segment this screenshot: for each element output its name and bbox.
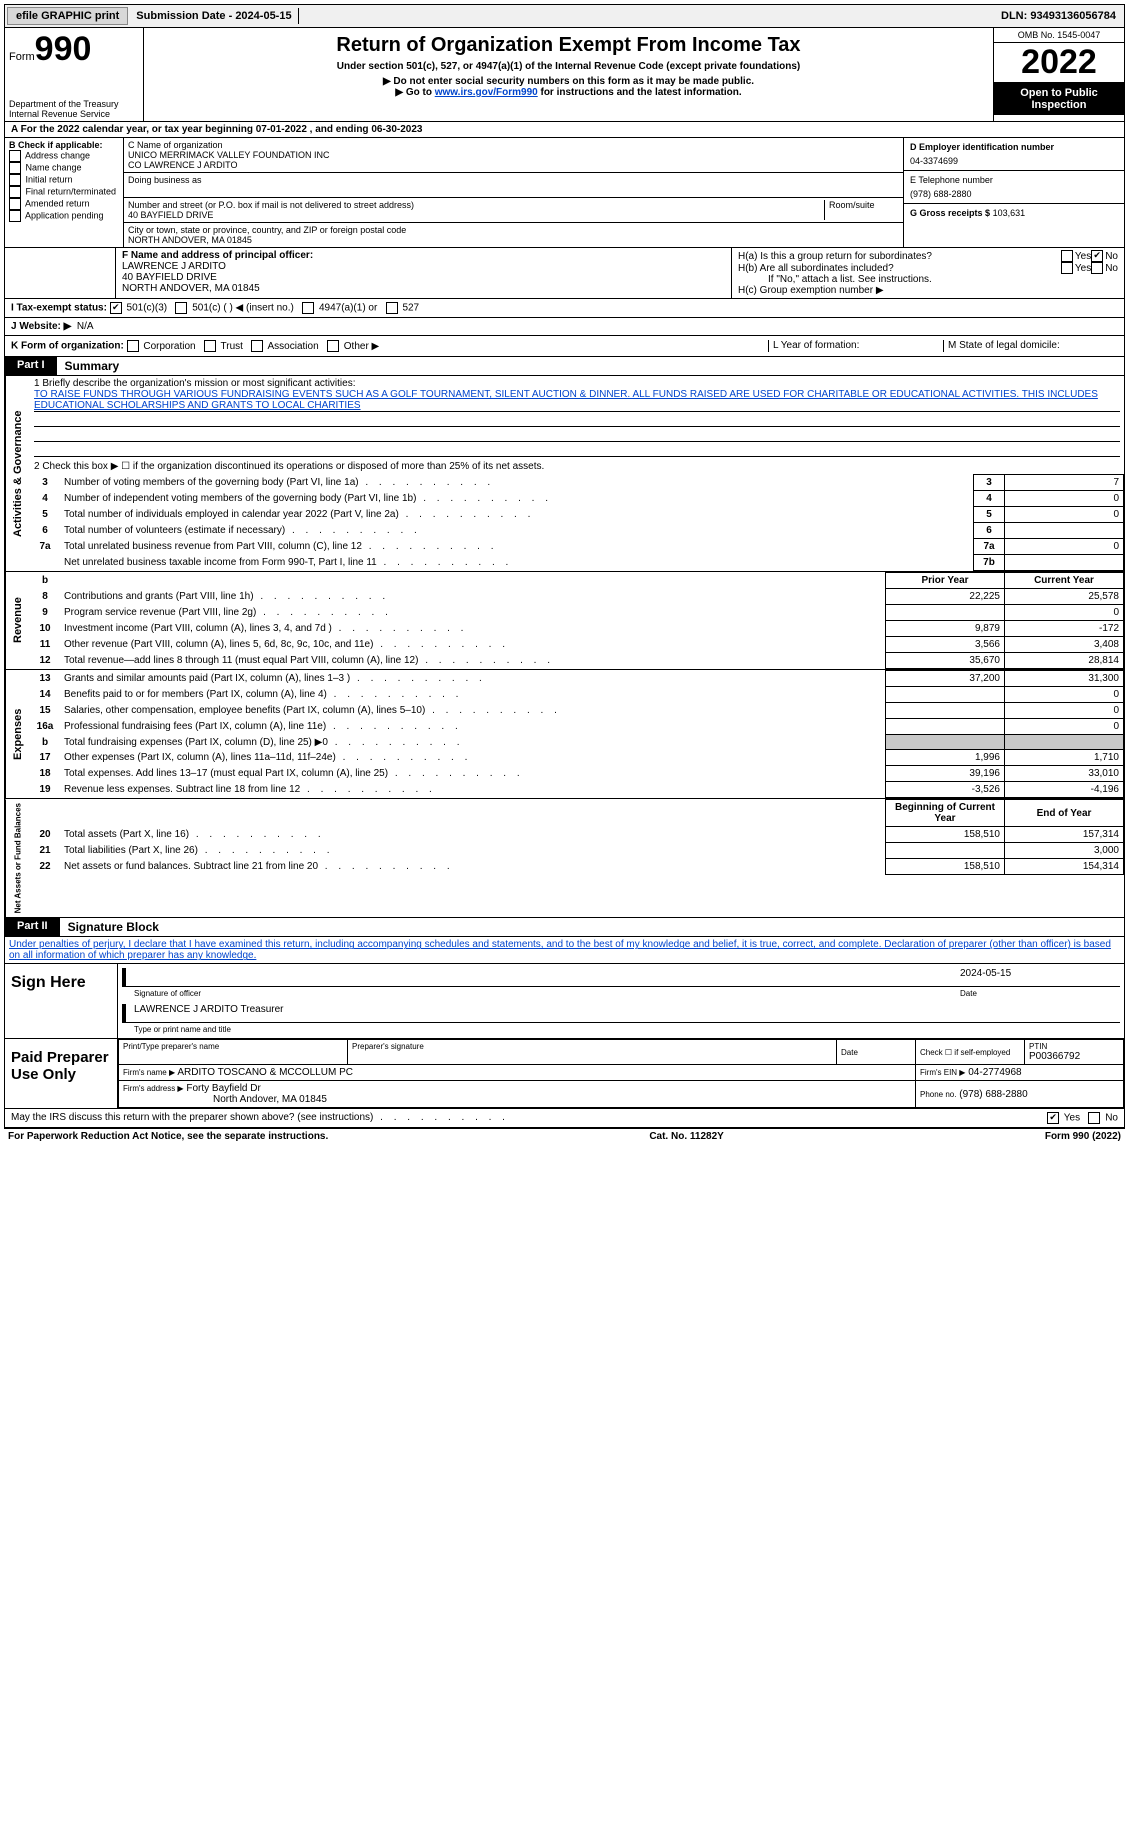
- activities-section: Activities & Governance 1 Briefly descri…: [4, 376, 1125, 572]
- page-footer: For Paperwork Reduction Act Notice, see …: [4, 1128, 1125, 1144]
- dln-label: DLN: 93493136056784: [993, 8, 1124, 24]
- form-number: Form990: [9, 30, 139, 69]
- omb-number: OMB No. 1545-0047: [994, 28, 1124, 43]
- section-b: B Check if applicable: Address change Na…: [5, 138, 124, 247]
- note-ssn: ▶ Do not enter social security numbers o…: [150, 76, 987, 87]
- submission-date: Submission Date - 2024-05-15: [130, 8, 298, 24]
- section-d: D Employer identification number 04-3374…: [903, 138, 1124, 247]
- declaration: Under penalties of perjury, I declare th…: [4, 937, 1125, 964]
- form-subtitle: Under section 501(c), 527, or 4947(a)(1)…: [150, 61, 987, 72]
- netassets-section: Net Assets or Fund Balances Beginning of…: [4, 799, 1125, 918]
- checkbox-item[interactable]: Name change: [9, 162, 119, 174]
- checkbox-item[interactable]: Initial return: [9, 174, 119, 186]
- expenses-section: Expenses 13Grants and similar amounts pa…: [4, 670, 1125, 799]
- website-row: J Website: ▶ N/A: [4, 318, 1125, 336]
- checkbox-item[interactable]: Application pending: [9, 210, 119, 222]
- tax-year: 2022: [994, 43, 1124, 83]
- checkbox-item[interactable]: Amended return: [9, 198, 119, 210]
- section-c: C Name of organization UNICO MERRIMACK V…: [124, 138, 903, 247]
- open-to-public: Open to Public Inspection: [994, 83, 1124, 115]
- form-header: Form990 Department of the Treasury Inter…: [4, 28, 1125, 122]
- checkbox-item[interactable]: Address change: [9, 150, 119, 162]
- period-row: A For the 2022 calendar year, or tax yea…: [4, 122, 1125, 138]
- discuss-row: May the IRS discuss this return with the…: [4, 1109, 1125, 1128]
- top-bar: efile GRAPHIC print Submission Date - 20…: [4, 4, 1125, 28]
- dept-label: Department of the Treasury: [9, 99, 139, 109]
- paid-preparer-row: Paid Preparer Use Only Print/Type prepar…: [4, 1039, 1125, 1109]
- org-info-row: B Check if applicable: Address change Na…: [4, 138, 1125, 248]
- sign-here-row: Sign Here Signature of officer 2024-05-1…: [4, 964, 1125, 1039]
- form-title: Return of Organization Exempt From Incom…: [150, 34, 987, 57]
- korg-row: K Form of organization: Corporation Trus…: [4, 336, 1125, 357]
- efile-button[interactable]: efile GRAPHIC print: [7, 7, 128, 25]
- part2-header: Part II Signature Block: [4, 918, 1125, 937]
- part1-header: Part I Summary: [4, 357, 1125, 376]
- revenue-section: Revenue bPrior YearCurrent Year8Contribu…: [4, 572, 1125, 670]
- note-link: ▶ Go to www.irs.gov/Form990 for instruct…: [150, 87, 987, 98]
- checkbox-item[interactable]: Final return/terminated: [9, 186, 119, 198]
- tax-status-row: I Tax-exempt status: 501(c)(3) 501(c) ( …: [4, 299, 1125, 318]
- irs-link[interactable]: www.irs.gov/Form990: [435, 87, 538, 98]
- officer-group-row: F Name and address of principal officer:…: [4, 248, 1125, 299]
- irs-label: Internal Revenue Service: [9, 109, 139, 119]
